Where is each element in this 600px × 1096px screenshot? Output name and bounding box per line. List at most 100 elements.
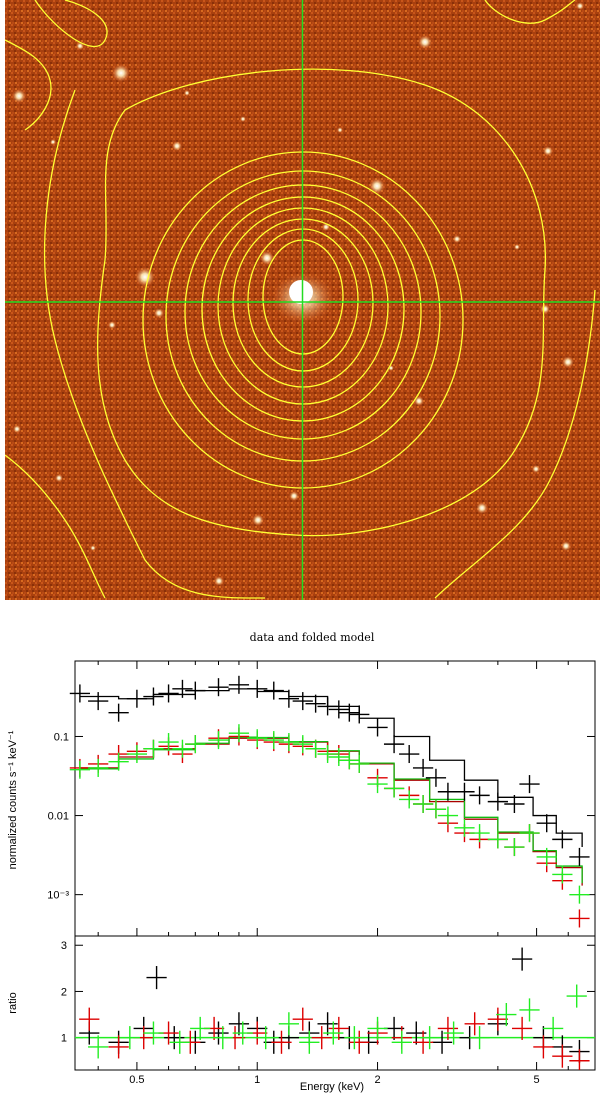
spectrum-black-point	[108, 703, 129, 722]
x-tick-label: 5	[534, 1074, 540, 1086]
spectrum-models	[79, 688, 583, 886]
spectrum-green-point	[228, 724, 250, 743]
spectrum-black-point	[412, 758, 434, 777]
spectrum-black-point	[367, 718, 388, 737]
ratio-green-point	[190, 1016, 211, 1040]
spectrum-green-point	[158, 733, 179, 752]
ratio-red-point	[328, 1016, 349, 1040]
ratio-black-point	[228, 1012, 250, 1036]
ratio-red-point	[487, 1007, 508, 1031]
ratio-red-point	[512, 1016, 533, 1040]
spectrum-green-point	[69, 760, 91, 779]
spectrum-black-point	[504, 794, 525, 814]
spectrum-green-point	[469, 824, 490, 843]
ratio-green-point	[367, 1016, 388, 1040]
spectrum-y-tick-label: 0.01	[48, 811, 69, 823]
spectrum-green-point	[263, 731, 284, 750]
spectrum-green-point	[317, 745, 338, 764]
ratio-black-point	[512, 947, 533, 971]
spectrum-black-point	[228, 675, 250, 694]
spectrum-green-point	[425, 800, 447, 819]
spectrum-black-point	[399, 745, 420, 764]
ratio-green-point	[255, 1026, 276, 1050]
spectrum-green-point	[552, 865, 573, 884]
spectrum-black-point	[536, 814, 557, 833]
spectrum-green-point	[143, 739, 164, 758]
x-tick-label: 1	[254, 1074, 260, 1086]
spectrum-green-point	[569, 885, 590, 904]
red-model-line	[79, 737, 583, 886]
spectrum-green-point	[305, 739, 326, 758]
spectrum-black-point	[487, 792, 508, 811]
ratio-green-point	[169, 1030, 190, 1054]
spectrum-black-point	[247, 679, 268, 698]
ratio-green-point	[443, 1021, 464, 1045]
ratio-black-point	[208, 1021, 229, 1045]
x-tick-label: 2	[374, 1074, 380, 1086]
ratio-green-point	[323, 1021, 344, 1045]
spectrum-green-point	[412, 794, 434, 814]
ratio-red-point	[79, 1007, 100, 1031]
spectrum-green-point	[487, 830, 508, 849]
spectrum-black-point	[454, 782, 475, 801]
spectrum-green-point	[504, 838, 525, 857]
spectrum-y-tick-label: 10⁻³	[47, 890, 69, 902]
spectrum-black-point	[305, 694, 326, 713]
spectrum-black-point	[425, 768, 447, 787]
spectrum-green-point	[208, 731, 229, 750]
x-tick-label: 0.5	[129, 1074, 144, 1086]
spectrum-green-point	[292, 735, 313, 754]
ratio-green-point	[496, 1003, 517, 1027]
spectrum-black-point	[317, 697, 338, 716]
ratio-black-point	[431, 1030, 453, 1054]
spectrum-black-point	[143, 687, 164, 706]
ratio-y-axis-label: ratio	[7, 992, 19, 1013]
spectrum-green-point	[399, 790, 420, 809]
spectrum-green-point	[519, 824, 540, 843]
ratio-points	[79, 947, 590, 1070]
ratio-green-point	[344, 1026, 365, 1050]
spectrum-red-point	[569, 909, 590, 928]
spectrum-black-point	[569, 847, 590, 866]
spectrum-green-point	[437, 806, 459, 825]
spectrum-green-point	[349, 754, 370, 773]
spectrum-green-point	[185, 735, 206, 754]
spectrum-green-point	[108, 752, 129, 771]
ratio-red-point	[311, 1026, 332, 1050]
ratio-green-point	[119, 1026, 140, 1050]
ratio-green-point	[278, 1012, 299, 1036]
spectrum-black-point	[383, 735, 405, 754]
ratio-green-point	[469, 1026, 490, 1050]
spectrum-green-point	[247, 729, 268, 748]
ratio-red-point	[271, 1030, 292, 1054]
ratio-y-tick-label: 2	[61, 986, 67, 998]
spectrum-black-point	[519, 775, 540, 794]
spectrum-green-point	[383, 779, 405, 798]
chart-title: data and folded model	[250, 631, 375, 644]
spectrum-black-point	[88, 692, 109, 711]
spectrum-y-axis-label: normalized counts s⁻¹ keV⁻¹	[7, 730, 19, 869]
spectrum-axes: 0.1 0.01 10⁻³	[47, 661, 596, 936]
spectrum-green-point	[126, 745, 148, 764]
spectrum-black-point	[552, 830, 573, 849]
spectrum-points	[69, 675, 590, 928]
spectrum-black-point	[69, 684, 91, 703]
spectrum-black-point	[328, 700, 349, 719]
spectrum-green-point	[88, 758, 109, 777]
green-model-line	[79, 736, 583, 884]
spectrum-black-point	[278, 689, 299, 708]
spectrum-black-point	[185, 681, 206, 700]
ratio-green-point	[519, 998, 540, 1022]
ratio-red-point	[552, 1044, 573, 1068]
spectrum-black-point	[292, 692, 313, 711]
ratio-green-point	[212, 1026, 233, 1050]
ratio-green-point	[88, 1035, 109, 1059]
ratio-black-point	[164, 1026, 185, 1050]
ratio-green-point	[391, 1030, 412, 1054]
spectrum-black-point	[469, 786, 490, 805]
ratio-red-point	[533, 1035, 554, 1059]
ratio-green-point	[566, 984, 587, 1008]
ratio-black-point	[146, 966, 167, 990]
black-model-line	[79, 688, 583, 848]
spectrum-black-point	[339, 703, 360, 722]
